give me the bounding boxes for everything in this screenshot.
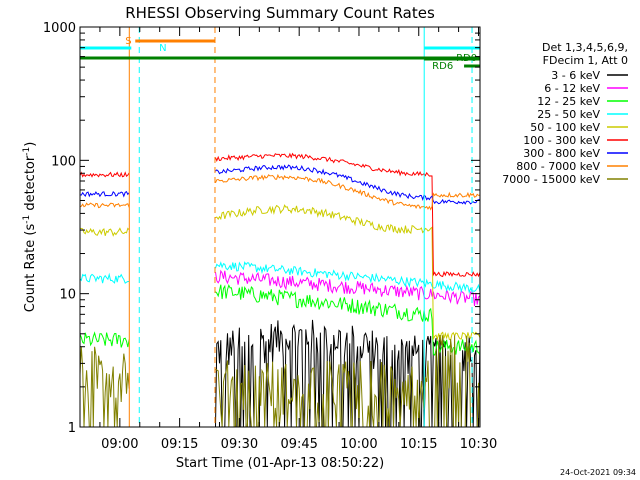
legend-header: Det 1,3,4,5,6,9, bbox=[542, 41, 628, 54]
legend-entry-label: 50 - 100 keV bbox=[530, 121, 600, 134]
series-line bbox=[79, 173, 481, 211]
x-tick-label: 09:15 bbox=[161, 437, 198, 452]
x-tick-label: 09:30 bbox=[221, 437, 258, 452]
saa-flag-label: S bbox=[125, 36, 131, 47]
y-tick-label: 1 bbox=[68, 421, 76, 436]
generation-timestamp: 24-Oct-2021 09:34 bbox=[560, 468, 636, 477]
plot-frame bbox=[79, 26, 481, 428]
legend: Det 1,3,4,5,6,9,FDecim 1, Att 0 3 - 6 keV… bbox=[502, 41, 628, 186]
series-line bbox=[79, 164, 480, 205]
chart-title: RHESSI Observing Summary Count Rates bbox=[125, 4, 435, 22]
legend-entry-label: 300 - 800 keV bbox=[523, 147, 600, 160]
legend-entry-label: 7000 - 15000 keV bbox=[502, 173, 600, 186]
y-axis-label: Count Rate (s-1 detector-1) bbox=[22, 142, 38, 313]
series-line bbox=[79, 335, 481, 428]
legend-entry-label: 25 - 50 keV bbox=[537, 108, 600, 121]
plot-data bbox=[79, 152, 481, 428]
y-axis-ticks: 1 10 100 1000 bbox=[43, 21, 480, 436]
x-tick-label: 09:00 bbox=[101, 437, 138, 452]
night-flag-label: N bbox=[159, 43, 166, 54]
series-line bbox=[79, 204, 481, 342]
legend-entry-label: 3 - 6 keV bbox=[551, 69, 600, 82]
series-line bbox=[215, 269, 481, 307]
x-tick-label: 10:30 bbox=[460, 437, 497, 452]
series-line bbox=[79, 261, 481, 294]
x-axis-label: Start Time (01-Apr-13 08:50:22) bbox=[176, 456, 384, 471]
x-axis-ticks: 09:00 09:15 09:30 09:45 10:00 10:15 10:30 bbox=[79, 27, 497, 452]
series-line bbox=[79, 152, 481, 278]
legend-entry-label: 800 - 7000 keV bbox=[516, 160, 600, 173]
x-tick-label: 10:00 bbox=[340, 437, 377, 452]
y-tick-label: 1000 bbox=[43, 21, 76, 36]
legend-header: FDecim 1, Att 0 bbox=[543, 54, 628, 67]
x-tick-label: 09:45 bbox=[280, 437, 317, 452]
legend-entry-label: 100 - 300 keV bbox=[523, 134, 600, 147]
legend-entry-label: 12 - 25 keV bbox=[537, 95, 600, 108]
rd6-flag-label: RD6 bbox=[432, 61, 453, 72]
y-tick-label: 10 bbox=[59, 288, 76, 303]
rd0-flag-label: RD0 bbox=[456, 53, 477, 64]
y-tick-label: 100 bbox=[51, 154, 76, 169]
legend-entry-label: 6 - 12 keV bbox=[544, 82, 600, 95]
x-tick-label: 10:15 bbox=[400, 437, 437, 452]
